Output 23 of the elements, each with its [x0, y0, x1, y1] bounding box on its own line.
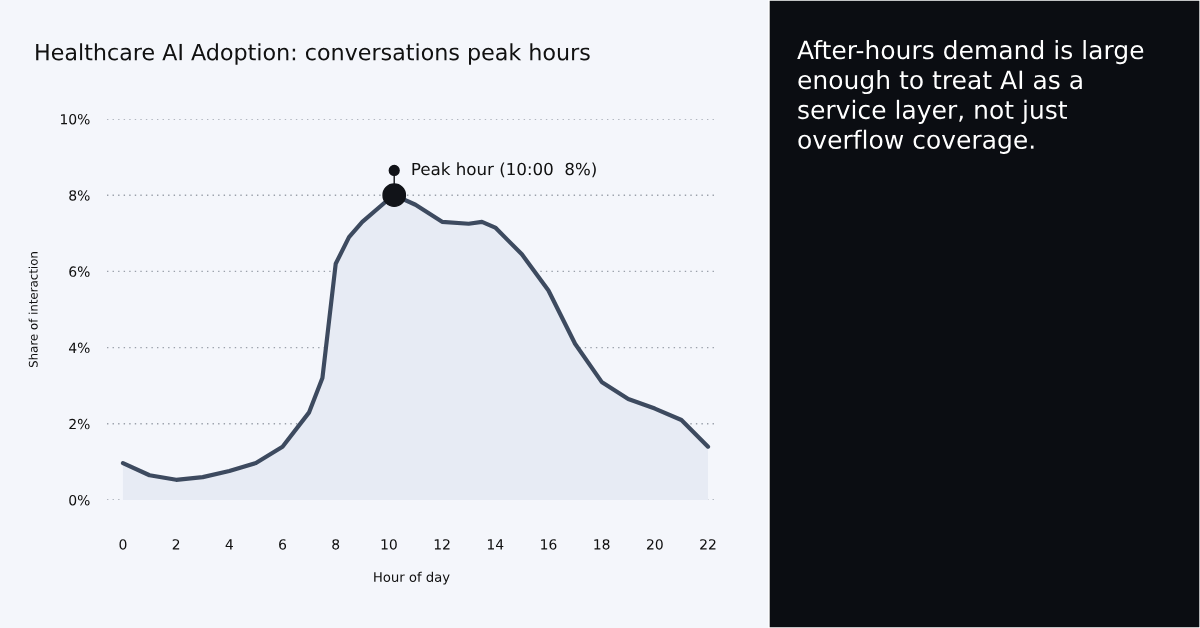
x-tick-label: 8: [332, 539, 340, 550]
chart-title: Healthcare AI Adoption: conversations peak hours: [36, 43, 590, 65]
x-tick-label: 10: [381, 539, 397, 550]
x-tick-label: 0: [119, 539, 127, 550]
x-tick-label: 14: [487, 539, 504, 550]
x-tick-label: 16: [541, 539, 557, 550]
y-tick-label: 0%: [69, 494, 90, 506]
annotation: Peak hour (10:00 8%): [412, 162, 596, 178]
y-tick-label: 2%: [69, 418, 90, 430]
x-axis-title: Hour of day: [374, 571, 450, 585]
y-axis-title: Share of interaction: [28, 252, 38, 368]
x-tick-label: 20: [647, 539, 663, 550]
x-tick-label: 22: [700, 539, 716, 550]
y-tick-label: 10%: [60, 113, 90, 125]
text: After-hours demand is large enough to treat AI as a service layer, not just overflow coverage.: [797, 40, 1144, 154]
y-tick-label: 6%: [69, 266, 90, 277]
y-tick-label: 4%: [68, 342, 90, 354]
x-tick-label: 6: [279, 539, 287, 550]
x-tick-label: 2: [172, 539, 180, 550]
y-tick-label: 8%: [69, 190, 90, 201]
x-tick-label: 12: [434, 539, 450, 550]
x-tick-label: 18: [594, 539, 610, 550]
x-tick-label: 4: [225, 539, 233, 550]
